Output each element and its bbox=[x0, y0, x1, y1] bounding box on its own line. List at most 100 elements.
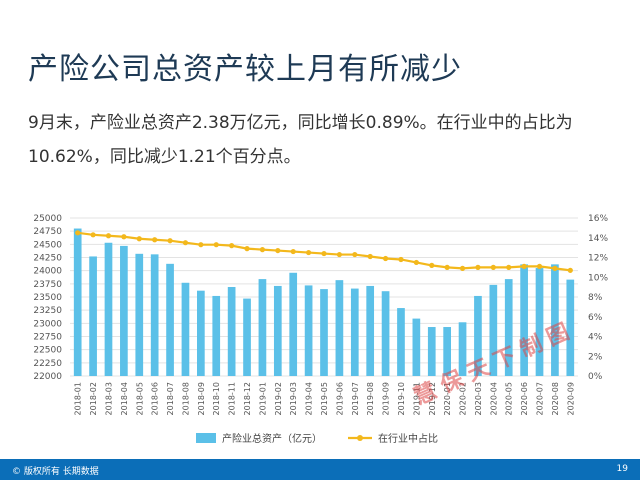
share-point-2020-06 bbox=[521, 263, 527, 269]
share-point-2019-04 bbox=[306, 249, 312, 256]
y-left-tick-label: 24750 bbox=[33, 227, 62, 237]
y-right-tick-label: 2% bbox=[588, 352, 603, 362]
bar-2018-12 bbox=[243, 298, 251, 376]
bar-2018-03 bbox=[104, 242, 113, 376]
footer-copyright: © 版权所有 长期数据 bbox=[12, 467, 99, 477]
share-point-2019-03 bbox=[290, 248, 296, 255]
y-right-tick-label: 8% bbox=[588, 293, 603, 303]
bar-2019-05 bbox=[320, 289, 328, 376]
share-point-2019-11 bbox=[413, 259, 419, 266]
y-left-tick-label: 23750 bbox=[33, 280, 62, 290]
x-tick-label: 2018-07 bbox=[166, 382, 175, 415]
bar-2018-07 bbox=[166, 263, 174, 376]
x-tick-label: 2020-05 bbox=[505, 382, 514, 415]
y-right-tick-label: 14% bbox=[588, 234, 608, 244]
bar-2020-06 bbox=[520, 264, 528, 376]
x-tick-label: 2020-01 bbox=[443, 382, 452, 415]
y-right-tick-label: 12% bbox=[588, 254, 608, 264]
bar-2020-07 bbox=[535, 268, 544, 376]
share-point-2019-06 bbox=[336, 251, 342, 258]
legend-bar-label: 产险业总资产（亿元） bbox=[222, 432, 322, 445]
share-point-2018-03 bbox=[105, 233, 112, 239]
share-point-2020-09 bbox=[567, 267, 573, 273]
share-point-2020-03 bbox=[475, 264, 481, 270]
bar-2019-11 bbox=[412, 318, 421, 376]
bar-2019-04 bbox=[304, 285, 313, 376]
bar-2019-09 bbox=[381, 291, 390, 376]
share-point-2019-07 bbox=[352, 251, 358, 258]
x-tick-label: 2019-01 bbox=[258, 382, 267, 415]
bar-2018-08 bbox=[181, 282, 190, 376]
y-left-tick-label: 23250 bbox=[33, 306, 62, 316]
footer-bar: © 版权所有 长期数据 19 bbox=[0, 459, 640, 480]
share-point-2020-07 bbox=[536, 263, 543, 269]
bar-2018-05 bbox=[135, 253, 144, 376]
bar-2018-11 bbox=[227, 286, 236, 376]
legend-line-marker bbox=[357, 435, 363, 441]
share-point-2019-02 bbox=[275, 247, 281, 254]
summary-paragraph: 9月末，产险业总资产2.38万亿元，同比增长0.89%。在行业中的占比为10.6… bbox=[28, 113, 573, 167]
y-left-tick-label: 24000 bbox=[33, 267, 62, 277]
x-tick-label: 2018-01 bbox=[74, 382, 83, 415]
y-left-tick-label: 25000 bbox=[33, 214, 62, 224]
y-left-tick-label: 22000 bbox=[33, 372, 62, 382]
bar-2019-03 bbox=[289, 272, 298, 376]
share-point-2018-07 bbox=[167, 238, 173, 244]
share-point-2020-04 bbox=[490, 264, 496, 270]
x-tick-label: 2018-08 bbox=[181, 382, 190, 415]
x-tick-label: 2019-09 bbox=[382, 382, 391, 415]
share-point-2018-02 bbox=[90, 232, 96, 238]
share-point-2019-12 bbox=[429, 262, 435, 268]
share-point-2019-08 bbox=[367, 253, 373, 260]
share-point-2020-05 bbox=[506, 264, 512, 270]
share-point-2020-02 bbox=[459, 265, 466, 271]
bar-2020-04 bbox=[489, 284, 498, 376]
x-tick-label: 2019-04 bbox=[305, 382, 314, 415]
x-tick-label: 2020-07 bbox=[536, 382, 545, 415]
x-tick-label: 2018-03 bbox=[104, 382, 113, 415]
x-tick-label: 2020-08 bbox=[551, 382, 560, 415]
x-tick-label: 2018-06 bbox=[151, 382, 160, 415]
bar-2018-09 bbox=[197, 290, 205, 376]
x-tick-label: 2018-04 bbox=[120, 382, 129, 415]
bar-2018-04 bbox=[120, 245, 128, 376]
x-tick-label: 2019-02 bbox=[274, 382, 283, 415]
bar-2018-02 bbox=[89, 256, 97, 376]
bar-2018-10 bbox=[212, 295, 221, 376]
bar-2019-08 bbox=[366, 285, 375, 376]
bar-2019-10 bbox=[397, 308, 405, 376]
bar-2020-03 bbox=[474, 295, 482, 376]
x-tick-label: 2018-09 bbox=[197, 382, 206, 415]
bar-2020-08 bbox=[551, 264, 559, 376]
y-right-tick-label: 6% bbox=[588, 313, 603, 323]
x-tick-label: 2018-02 bbox=[89, 382, 98, 415]
share-point-2018-05 bbox=[136, 236, 142, 242]
share-point-2018-10 bbox=[213, 242, 219, 248]
page-title: 产险公司总资产较上月有所减少 bbox=[28, 52, 462, 87]
share-point-2019-09 bbox=[382, 255, 389, 262]
legend-line-label: 在行业中占比 bbox=[378, 432, 438, 445]
y-left-tick-label: 23000 bbox=[33, 319, 62, 329]
share-point-2018-04 bbox=[121, 234, 127, 240]
x-tick-label: 2018-10 bbox=[212, 382, 221, 415]
bar-2019-12 bbox=[427, 327, 436, 376]
bar-2020-01 bbox=[443, 327, 451, 376]
x-tick-label: 2018-11 bbox=[228, 382, 237, 415]
page-number: 19 bbox=[616, 464, 628, 474]
share-point-2019-05 bbox=[321, 250, 327, 257]
x-tick-label: 2019-08 bbox=[366, 382, 375, 415]
legend-bar-swatch bbox=[196, 433, 216, 443]
bar-2019-06 bbox=[335, 280, 344, 376]
y-right-tick-label: 0% bbox=[588, 372, 603, 382]
y-left-tick-label: 24250 bbox=[33, 254, 62, 264]
x-tick-label: 2020-06 bbox=[520, 382, 529, 415]
x-tick-label: 2020-04 bbox=[489, 382, 498, 415]
share-point-2019-10 bbox=[398, 256, 404, 263]
y-left-tick-label: 22750 bbox=[33, 333, 62, 343]
share-point-2018-08 bbox=[182, 240, 189, 246]
x-tick-label: 2018-12 bbox=[243, 382, 252, 415]
assets-chart: 22000 22250 22500 22750 23000 23250 23500 23750… bbox=[33, 214, 608, 445]
share-point-2018-01 bbox=[75, 230, 81, 236]
bar-2020-09 bbox=[566, 279, 575, 376]
x-tick-label: 2020-09 bbox=[566, 382, 575, 415]
